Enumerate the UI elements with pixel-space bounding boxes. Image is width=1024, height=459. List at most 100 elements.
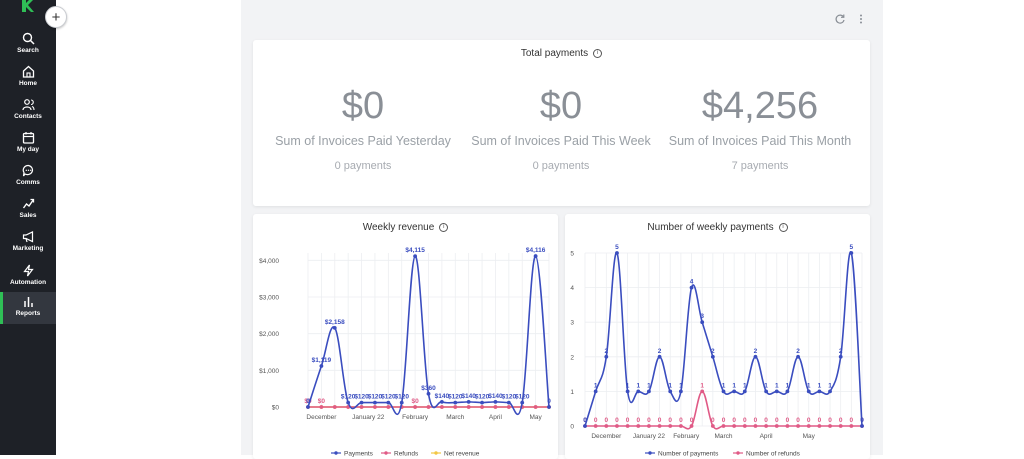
data-label: 0: [647, 417, 651, 424]
data-label: 0: [786, 417, 790, 424]
legend-label: Payments: [344, 450, 374, 457]
data-label: 2: [754, 348, 758, 355]
data-point: [615, 251, 619, 255]
stat-label: Sum of Invoices Paid Yesterday: [275, 134, 451, 148]
data-point: [817, 389, 822, 394]
data-point: [593, 424, 598, 428]
data-point: [689, 285, 694, 290]
add-button[interactable]: +: [45, 6, 67, 28]
data-point: [678, 424, 683, 428]
data-label: $2,158: [325, 319, 345, 326]
stat-count: 7 payments: [731, 160, 789, 172]
sidebar-item-my-day[interactable]: My day: [0, 128, 56, 162]
data-label: 0: [839, 417, 843, 424]
data-point: [319, 405, 324, 409]
data-point: [373, 400, 377, 405]
weekly-payments-card: Number of weekly payments i 0 1 2 3 4 5 Decembe…: [565, 214, 870, 459]
data-point: [453, 405, 458, 409]
data-label: 0: [807, 417, 811, 424]
legend-marker: [384, 451, 388, 455]
legend-label: Net revenue: [444, 450, 480, 457]
data-point: [413, 254, 418, 259]
data-point: [700, 320, 705, 325]
sales-icon: [21, 196, 35, 210]
data-point: [306, 405, 310, 409]
data-label: 0: [711, 417, 715, 424]
sidebar-item-label: My day: [16, 146, 40, 153]
stat-value: $0: [341, 85, 385, 127]
data-label: $140: [435, 393, 450, 400]
data-label: 0: [743, 417, 747, 424]
data-label: $4,115: [405, 247, 425, 254]
stat-label: Sum of Invoices Paid This Week: [471, 134, 651, 148]
data-label: 0: [583, 417, 587, 424]
data-point: [506, 400, 511, 405]
data-label: $120: [354, 394, 369, 401]
data-label: $360: [421, 385, 436, 392]
sidebar-item-reports[interactable]: Reports: [0, 292, 56, 324]
stat-yesterday: $0 Sum of Invoices Paid Yesterday 0 paym…: [263, 86, 463, 172]
data-point: [742, 424, 747, 428]
refresh-icon[interactable]: [834, 13, 846, 25]
data-label: $120: [368, 394, 383, 401]
legend-marker: [648, 451, 652, 455]
data-point: [849, 251, 854, 255]
total-payments-card: Total payments i $0 Sum of Invoices Paid …: [253, 40, 870, 206]
bar-chart-icon: [21, 294, 35, 308]
data-point: [466, 399, 471, 404]
data-point: [583, 424, 587, 428]
sidebar-item-home[interactable]: Home: [0, 62, 56, 96]
data-label: $120: [475, 394, 490, 401]
contacts-icon: [21, 97, 35, 111]
data-label: 1: [679, 382, 683, 389]
data-label: 2: [604, 348, 608, 355]
sidebar-item-automation[interactable]: Automation: [0, 261, 56, 295]
data-point: [466, 405, 471, 409]
stat-label: Sum of Invoices Paid This Month: [668, 134, 852, 148]
data-point: [689, 424, 694, 428]
sidebar-item-marketing[interactable]: Marketing: [0, 227, 56, 261]
more-vertical-icon[interactable]: [855, 13, 867, 25]
weekly-payments-chart: 0 1 2 3 4 5 December January 22 February March Apr…: [570, 244, 864, 457]
data-label: 0: [615, 417, 619, 424]
data-point: [828, 424, 832, 428]
sidebar-item-label: Comms: [16, 179, 40, 186]
sidebar-item-contacts[interactable]: Contacts: [0, 95, 56, 129]
sidebar-item-sales[interactable]: Sales: [0, 194, 56, 228]
data-label: 0: [604, 417, 608, 424]
x-tick-label: May: [529, 414, 542, 421]
data-label: 2: [796, 348, 800, 355]
y-tick-label: 4: [570, 285, 574, 292]
data-label: 2: [839, 348, 843, 355]
sidebar-item-comms[interactable]: Comms: [0, 161, 56, 195]
sidebar-item-search[interactable]: Search: [0, 29, 56, 63]
x-tick-label: January 22: [352, 414, 385, 421]
data-label: 1: [775, 382, 779, 389]
stat-this-month: $4,256 Sum of Invoices Paid This Month 7…: [660, 86, 860, 172]
data-point: [593, 389, 598, 394]
data-label: 1: [764, 382, 768, 389]
data-point: [359, 405, 364, 409]
data-label: 0: [796, 417, 800, 424]
sidebar-item-label: Contacts: [14, 113, 42, 120]
data-label: $0: [411, 398, 419, 405]
info-icon[interactable]: i: [439, 222, 449, 232]
data-label: $120: [515, 394, 530, 401]
data-label: 0: [850, 417, 854, 424]
data-label: 0: [775, 417, 779, 424]
data-point: [764, 424, 769, 428]
data-point: [838, 354, 843, 359]
data-point: [533, 254, 538, 258]
x-tick-label: February: [402, 414, 429, 421]
data-point: [678, 389, 683, 394]
data-point: [533, 405, 538, 409]
data-point: [774, 424, 779, 428]
data-label: 1: [594, 382, 598, 389]
info-icon[interactable]: i: [778, 222, 788, 232]
card-title: Total payments: [520, 48, 589, 59]
data-label: $0: [304, 398, 312, 405]
info-icon[interactable]: i: [593, 48, 603, 58]
data-label: 0: [306, 398, 310, 405]
weekly-revenue-chart: $0 $1,000 $2,000 $3,000 $4,000 December Januar…: [259, 247, 551, 457]
logo: [22, 0, 34, 12]
